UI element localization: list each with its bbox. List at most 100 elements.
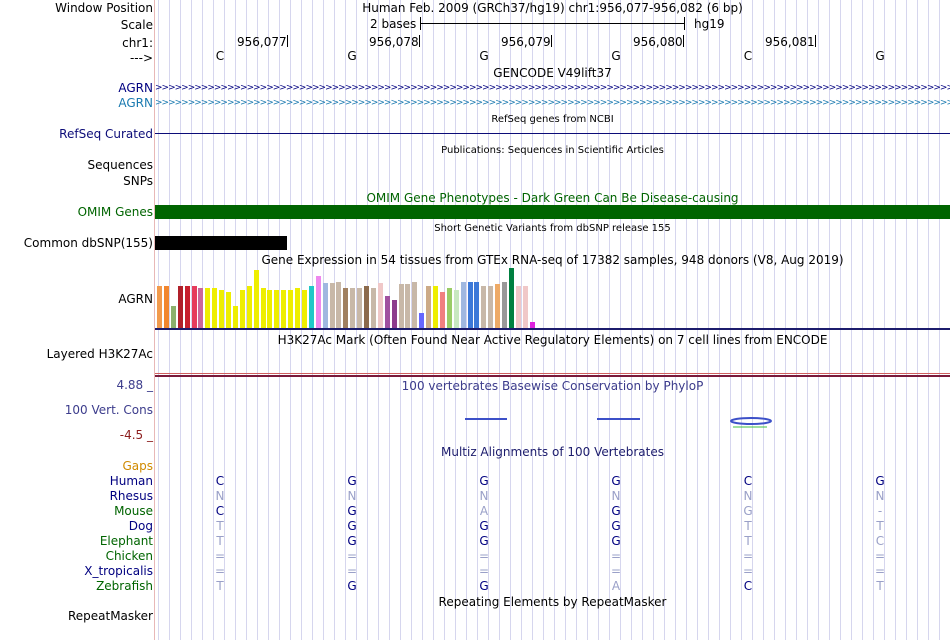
gtex-bar[interactable] [198, 288, 204, 328]
track-label-gtex[interactable]: AGRN [118, 292, 153, 306]
gtex-bar[interactable] [522, 286, 528, 328]
refseq-gene-line[interactable] [155, 133, 950, 134]
gtex-bar[interactable] [405, 284, 411, 328]
gtex-bar[interactable] [170, 306, 176, 328]
gtex-bar[interactable] [370, 288, 376, 328]
gtex-bar[interactable] [481, 286, 487, 328]
species-label[interactable]: Dog [128, 519, 153, 533]
gtex-bar[interactable] [426, 286, 432, 328]
grid-line [334, 0, 335, 640]
gtex-bar-chart[interactable] [155, 268, 535, 328]
track-label-agrn-gencode[interactable]: AGRN [118, 81, 153, 95]
alignment-base: C [875, 534, 885, 548]
gtex-bar[interactable] [350, 288, 356, 328]
gtex-bar[interactable] [308, 286, 314, 328]
omim-gene-bar[interactable] [155, 205, 950, 219]
gtex-bar[interactable] [315, 276, 321, 328]
gtex-bar[interactable] [474, 282, 480, 328]
gtex-bar[interactable] [281, 290, 287, 328]
gtex-bar[interactable] [226, 292, 231, 328]
gtex-bar[interactable] [232, 306, 238, 328]
track-label-cons[interactable]: 100 Vert. Cons [64, 403, 153, 417]
gtex-bar[interactable] [205, 288, 211, 328]
gtex-bar[interactable] [446, 288, 452, 328]
track-label-dbsnp[interactable]: Common dbSNP(155) [23, 236, 153, 250]
gtex-bar[interactable] [515, 286, 521, 328]
species-label[interactable]: Rhesus [109, 489, 153, 503]
gtex-bar[interactable] [212, 288, 218, 328]
species-label[interactable]: Zebrafish [96, 579, 153, 593]
alignment-base: = [742, 549, 754, 563]
gtex-bar[interactable] [177, 286, 183, 328]
gtex-bar[interactable] [364, 286, 369, 328]
gtex-bar[interactable] [329, 283, 335, 328]
species-label[interactable]: Elephant [99, 534, 153, 548]
gtex-bar[interactable] [343, 288, 349, 328]
grid-line [675, 0, 676, 640]
grid-line [411, 0, 412, 640]
alignment-base: T [216, 534, 224, 548]
gtex-bar[interactable] [453, 290, 459, 328]
gtex-bar[interactable] [419, 313, 425, 328]
gtex-bar[interactable] [184, 286, 190, 328]
gtex-bar[interactable] [253, 270, 259, 328]
gtex-bar[interactable] [274, 290, 280, 328]
grid-line [939, 0, 940, 640]
track-label-sequences[interactable]: Sequences [87, 158, 153, 172]
repeatmasker-title: Repeating Elements by RepeatMasker [438, 595, 667, 609]
species-label[interactable]: Mouse [114, 504, 153, 518]
gtex-bar[interactable] [288, 290, 294, 328]
track-label-repeatmasker[interactable]: RepeatMasker [67, 609, 153, 623]
omim-title: OMIM Gene Phenotypes - Dark Green Can Be… [366, 191, 739, 205]
gtex-bar[interactable] [219, 290, 225, 328]
phylop-signal[interactable] [155, 410, 950, 432]
track-label-omim[interactable]: OMIM Genes [77, 205, 153, 219]
grid-line [818, 0, 819, 640]
gtex-bar[interactable] [295, 288, 300, 328]
gtex-bar[interactable] [163, 286, 169, 328]
gtex-bar[interactable] [488, 286, 494, 328]
grid-line [873, 0, 874, 640]
gtex-bar[interactable] [260, 288, 266, 328]
gtex-bar[interactable] [267, 290, 273, 328]
gtex-bar[interactable] [336, 282, 342, 328]
grid-line [576, 0, 577, 640]
species-label[interactable]: Chicken [105, 549, 153, 563]
gtex-bar[interactable] [246, 286, 252, 328]
species-label[interactable]: X_tropicalis [84, 564, 153, 578]
gtex-bar[interactable] [502, 282, 507, 328]
browser-image[interactable]: Human Feb. 2009 (GRCh37/hg19) chr1:956,0… [155, 0, 950, 640]
gtex-bar[interactable] [495, 284, 501, 328]
gtex-bar[interactable] [322, 283, 328, 328]
gtex-bar[interactable] [398, 284, 404, 328]
gtex-bar[interactable] [301, 290, 307, 328]
alignment-base: = [610, 564, 622, 578]
gtex-bar[interactable] [439, 292, 445, 328]
phylop-peak-3 [730, 417, 772, 425]
gtex-bar[interactable] [157, 286, 162, 328]
track-label-agrn-gencode-2[interactable]: AGRN [118, 96, 153, 110]
gencode-transcript-1[interactable]: >>>>>>>>>>>>>>>>>>>>>>>>>>>>>>>>>>>>>>>>… [155, 83, 950, 93]
gtex-bar[interactable] [357, 288, 363, 328]
gtex-bar[interactable] [391, 300, 397, 328]
gtex-bar[interactable] [508, 268, 514, 328]
track-label-refseq[interactable]: RefSeq Curated [59, 127, 153, 141]
gtex-bar[interactable] [529, 322, 535, 328]
track-label-snps[interactable]: SNPs [123, 174, 153, 188]
dbsnp-variant-bar[interactable] [155, 236, 287, 250]
alignment-base: = [742, 564, 754, 578]
gtex-bar[interactable] [412, 282, 418, 328]
gtex-bar[interactable] [191, 286, 197, 328]
gtex-bar[interactable] [384, 296, 390, 328]
species-label[interactable]: Human [109, 474, 153, 488]
cons-max-label: 4.88 _ [116, 378, 153, 392]
gencode-transcript-2[interactable]: >>>>>>>>>>>>>>>>>>>>>>>>>>>>>>>>>>>>>>>>… [155, 98, 950, 108]
gtex-bar[interactable] [467, 282, 473, 328]
track-label-h3k27ac[interactable]: Layered H3K27Ac [46, 347, 153, 361]
alignment-base: G [347, 534, 357, 548]
h3k27ac-signal[interactable] [155, 373, 950, 374]
gtex-bar[interactable] [433, 286, 438, 328]
gtex-bar[interactable] [239, 290, 245, 328]
gtex-bar[interactable] [377, 283, 383, 328]
gtex-bar[interactable] [460, 282, 466, 328]
